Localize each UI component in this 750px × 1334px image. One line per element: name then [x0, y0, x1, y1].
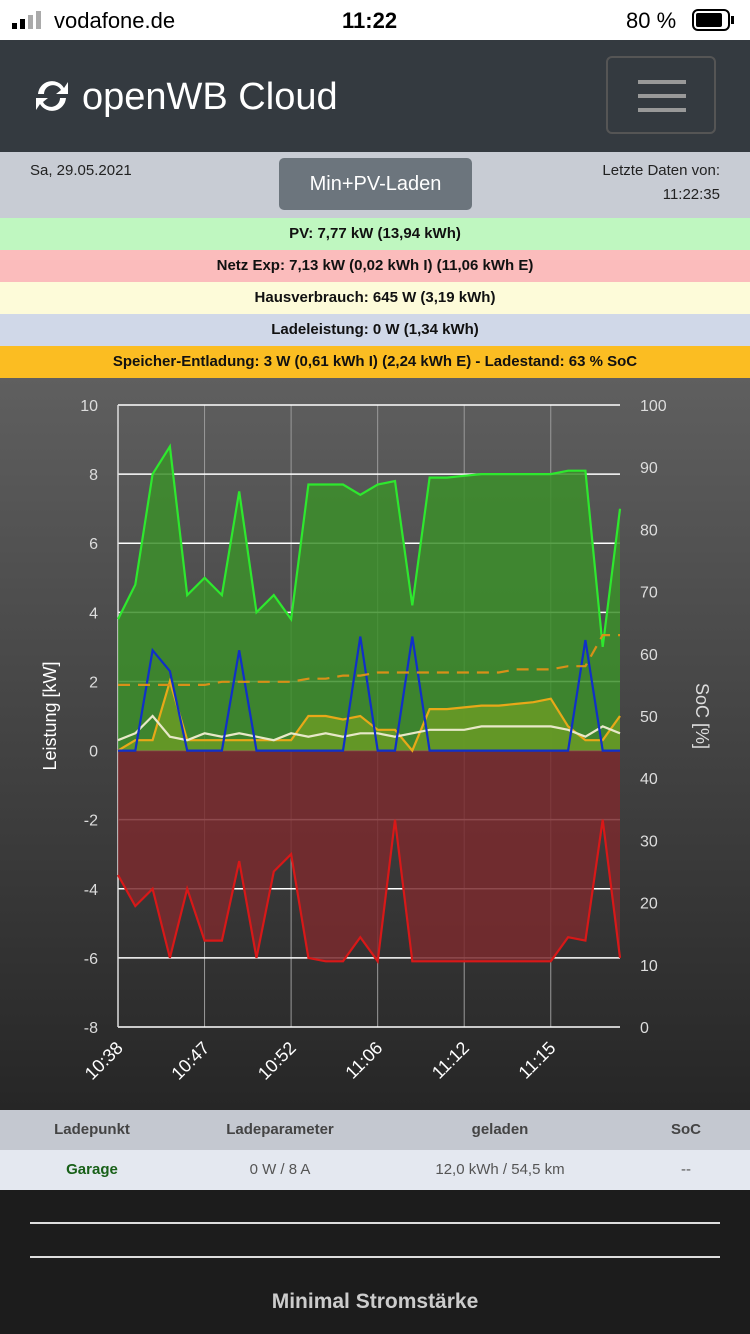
table-head-cell: Ladepunkt — [54, 1121, 130, 1138]
charge-row: Ladeleistung: 0 W (1,34 kWh) — [0, 314, 750, 346]
x-tick-label: 11:06 — [341, 1038, 386, 1083]
table-head-cell: Ladeparameter — [226, 1121, 334, 1138]
series-line — [117, 677, 621, 753]
y2-tick-label: 70 — [640, 585, 658, 602]
info-bar: Sa, 29.05.2021 Min+PV-Laden Letzte Daten… — [0, 152, 750, 218]
y-tick-label: 10 — [80, 398, 98, 415]
last-time: 11:22:35 — [662, 186, 720, 203]
table-cell: Garage — [66, 1161, 118, 1178]
x-tick-label: 11:12 — [428, 1038, 473, 1083]
series-line — [118, 636, 620, 752]
series-line — [117, 443, 622, 648]
divider — [30, 1256, 720, 1258]
x-tick-label: 10:47 — [167, 1038, 213, 1084]
house-row: Hausverbrauch: 645 W (3,19 kWh) — [0, 282, 750, 314]
battery-icon — [692, 9, 736, 37]
signal-icon — [12, 10, 46, 36]
x-tick-label: 10:38 — [81, 1038, 127, 1084]
y2-tick-label: 0 — [640, 1020, 649, 1037]
menu-button[interactable] — [606, 56, 716, 134]
series-area — [118, 750, 620, 962]
series-area — [118, 681, 620, 751]
y2-axis-label: SoC [%] — [692, 683, 712, 749]
carrier: vodafone.de — [54, 8, 176, 33]
table: Ladepunkt Ladeparameter geladen SoC Garage 0 … — [0, 1110, 750, 1190]
y-tick-label: 2 — [89, 674, 98, 691]
series-line — [117, 714, 621, 742]
divider — [30, 1222, 720, 1224]
table-cell: 12,0 kWh / 54,5 km — [435, 1161, 565, 1178]
pv-row: PV: 7,77 kW (13,94 kWh) — [0, 218, 750, 250]
status-bar: vodafone.de 11:22 80 % — [0, 0, 750, 40]
y2-tick-label: 100 — [640, 398, 667, 415]
y2-tick-label: 60 — [640, 647, 658, 664]
app-title: openWB Cloud — [82, 76, 338, 118]
table-header — [0, 1110, 750, 1150]
y-axis-label: Leistung [kW] — [40, 661, 60, 770]
logo — [36, 81, 68, 111]
y2-tick-label: 40 — [640, 771, 658, 788]
y-tick-label: 0 — [89, 744, 98, 761]
y2-tick-label: 20 — [640, 896, 658, 913]
y2-tick-label: 50 — [640, 709, 658, 726]
y2-tick-label: 10 — [640, 958, 658, 975]
table-cell: -- — [681, 1161, 691, 1178]
y-tick-label: 4 — [89, 605, 98, 622]
y-tick-label: 6 — [89, 536, 98, 553]
series-line — [118, 634, 620, 686]
grid-row: Netz Exp: 7,13 kW (0,02 kWh I) (11,06 kW… — [0, 250, 750, 282]
x-tick-label: 11:15 — [515, 1038, 560, 1083]
y-tick-label: -8 — [84, 1020, 98, 1037]
battery-text: 80 % — [626, 8, 677, 33]
table-head-cell: geladen — [471, 1121, 529, 1138]
footer-title: Minimal Stromstärke — [271, 1290, 479, 1313]
series-line — [117, 819, 622, 965]
y2-tick-label: 30 — [640, 833, 658, 850]
navbar: openWB Cloud — [0, 40, 750, 152]
mode-button[interactable]: Min+PV-Laden — [279, 158, 472, 210]
last-label: Letzte Daten von: — [602, 162, 720, 179]
footer: Minimal Stromstärke — [0, 1190, 750, 1334]
storage-row: Speicher-Entladung: 3 W (0,61 kWh I) (2,… — [0, 346, 750, 378]
y-tick-label: 8 — [89, 467, 98, 484]
y-tick-label: -2 — [84, 813, 98, 830]
date: Sa, 29.05.2021 — [30, 162, 132, 179]
clock: 11:22 — [342, 8, 398, 33]
y-tick-label: -4 — [84, 882, 98, 899]
y-tick-label: -6 — [84, 951, 98, 968]
y2-tick-label: 90 — [640, 460, 658, 477]
table-row — [0, 1150, 750, 1190]
chart: 10:38 10:47 10:52 11:06 11:12 11:15 -8 -6 -4 -2 0 2… — [40, 398, 712, 1084]
x-tick-label: 10:52 — [254, 1038, 300, 1084]
chart-area: 10:38 10:47 10:52 11:06 11:12 11:15 -8 -6 -4 -2 0 2… — [0, 378, 750, 1110]
y2-tick-label: 80 — [640, 522, 658, 539]
table-cell: 0 W / 8 A — [249, 1161, 311, 1178]
table-head-cell: SoC — [671, 1121, 701, 1138]
